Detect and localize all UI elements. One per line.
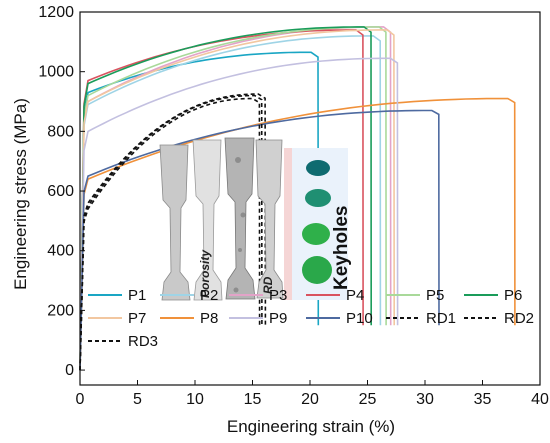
y-tick-label: 0 [65,362,74,379]
x-tick-label: 40 [531,391,549,408]
x-tick-label: 5 [133,391,142,408]
x-tick-label: 35 [474,391,492,408]
porosity-label: Porosity [198,249,212,298]
legend-label: P4 [346,287,364,304]
legend-label: P9 [269,310,287,327]
legend-item-rd1: RD1 [386,310,456,327]
x-tick-label: 15 [244,391,262,408]
x-tick-label: 20 [301,391,319,408]
legend-label: P3 [269,287,287,304]
legend-item-p1: P1 [88,287,146,304]
y-tick-label: 800 [47,123,74,140]
legend-label: RD2 [504,310,534,327]
specimen-pitted [224,137,256,300]
legend-item-p5: P5 [386,287,444,304]
specimen-rd: RD [255,139,284,299]
legend-label: RD1 [426,310,456,327]
keyhole-4 [302,256,332,284]
series-line-p6 [79,26,372,371]
y-tick-label: 1200 [38,4,74,21]
series-line-p2 [79,35,382,371]
keyhole-panel: Keyholes [284,148,352,300]
y-tick-label: 600 [47,183,74,200]
legend-item-p4: P4 [306,287,364,304]
series-line-rd1 [79,94,263,371]
series-line-p7 [79,29,395,371]
legend-item-rd2: RD2 [464,310,534,327]
legend-label: P2 [200,287,218,304]
series-line-p8 [79,97,516,371]
y-axis-label: Engineering stress (MPa) [11,98,30,290]
legend-label: P7 [128,310,146,327]
specimen-plain [159,144,191,301]
legend: P1 P2 P3 P4 P5 P6 P7 P8 P9 P10 RD1 RD2 RD3 [88,287,534,350]
x-tick-label: 30 [416,391,434,408]
rd-label: RD [261,276,275,294]
legend-item-p2: P2 [160,287,218,304]
y-tick-label: 400 [47,243,74,260]
series-line-p9 [79,57,399,371]
x-axis-label: Engineering strain (%) [227,417,395,436]
legend-label: P6 [504,287,522,304]
keyholes-label: Keyholes [331,206,352,290]
legend-item-p9: P9 [229,310,287,327]
keyhole-1 [306,160,330,176]
x-tick-label: 0 [76,391,85,408]
curves-layer [79,26,516,371]
legend-item-p7: P7 [88,310,146,327]
specimen-porosity: Porosity [192,139,223,301]
legend-item-p10: P10 [306,310,373,327]
legend-item-rd3: RD3 [88,333,158,350]
x-tick-label: 25 [359,391,377,408]
legend-label: P10 [346,310,373,327]
series-line-rd2 [79,93,267,371]
legend-label: P1 [128,287,146,304]
legend-item-p6: P6 [464,287,522,304]
legend-item-p3: P3 [229,287,287,304]
legend-item-p8: P8 [160,310,218,327]
series-line-rd3 [79,97,261,371]
y-tick-label: 1000 [38,64,74,81]
keyhole-3 [302,223,330,245]
legend-label: RD3 [128,333,158,350]
keyhole-2 [305,189,331,207]
legend-label: P8 [200,310,218,327]
legend-label: P5 [426,287,444,304]
inset-image: Porosity RD Keyholes [159,137,352,301]
y-tick-label: 200 [47,302,74,319]
x-tick-label: 10 [186,391,204,408]
